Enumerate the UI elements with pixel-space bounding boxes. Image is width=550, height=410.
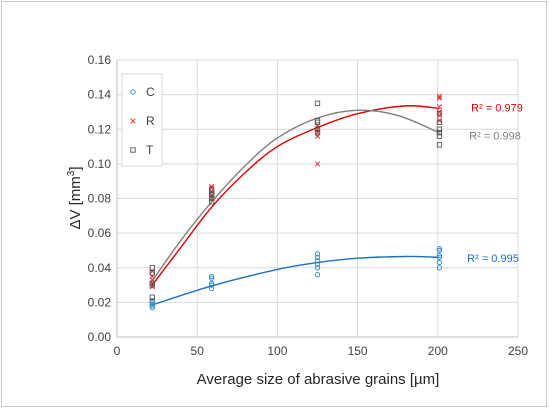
data-point-r bbox=[436, 109, 443, 115]
y-tick-label: 0.14 bbox=[88, 88, 112, 102]
data-point-t bbox=[208, 190, 215, 196]
data-point-t bbox=[436, 142, 443, 148]
data-point-t bbox=[436, 111, 443, 117]
legend-label-t: T bbox=[146, 143, 154, 157]
r2-label-t: R² = 0.998 bbox=[469, 131, 521, 143]
y-axis-title-main: ΔV [mm bbox=[67, 176, 84, 229]
trend-line-r bbox=[151, 105, 440, 286]
legend-marker-c bbox=[130, 89, 136, 95]
data-point-t bbox=[436, 126, 443, 132]
data-point-t bbox=[208, 195, 215, 202]
x-stroke bbox=[436, 93, 443, 100]
data-point-c bbox=[314, 272, 321, 278]
data-point-c bbox=[208, 273, 215, 280]
data-point-c bbox=[149, 297, 155, 304]
y-tick-label: 0.06 bbox=[88, 226, 112, 240]
data-point-c bbox=[314, 251, 321, 257]
data-point-c bbox=[149, 299, 155, 306]
data-point-c bbox=[314, 258, 321, 264]
data-point-t bbox=[149, 265, 155, 271]
data-point-c bbox=[436, 259, 443, 266]
x-stroke bbox=[130, 118, 136, 124]
axes: 0.00 0.02 0.04 0.06 0.08 0.10 0.12 0.14 0.16 0 50 1… bbox=[88, 53, 529, 358]
data-point-c bbox=[314, 254, 321, 261]
data-point-t bbox=[436, 130, 443, 136]
data-point-c bbox=[149, 301, 155, 307]
x-tick-label: 100 bbox=[267, 344, 287, 358]
data-point-c bbox=[208, 275, 215, 281]
x-tick-label: 250 bbox=[508, 344, 528, 358]
x-tick-label: 50 bbox=[191, 344, 205, 358]
trend-line-t bbox=[151, 109, 440, 282]
data-points bbox=[149, 93, 443, 311]
r2-label-c: R² = 0.995 bbox=[467, 253, 519, 265]
data-point-c bbox=[436, 252, 443, 259]
data-point-r bbox=[436, 93, 443, 100]
data-point-t bbox=[208, 199, 215, 205]
data-point-t bbox=[436, 133, 443, 139]
r2-label-r: R² = 0.979 bbox=[471, 103, 523, 115]
x-tick-label: 200 bbox=[428, 344, 448, 358]
legend-marker-t bbox=[130, 147, 136, 153]
data-point-c bbox=[149, 304, 155, 311]
data-point-c bbox=[436, 247, 443, 254]
data-point-c bbox=[314, 265, 321, 271]
data-point-r bbox=[436, 104, 443, 110]
x-tick-label: 0 bbox=[114, 344, 121, 358]
data-point-c bbox=[208, 280, 215, 286]
data-point-c bbox=[314, 261, 321, 267]
data-point-r bbox=[436, 95, 443, 101]
y-axis-title: ΔV [mm3] bbox=[66, 166, 84, 229]
data-point-r bbox=[436, 117, 443, 124]
x-tick-label: 150 bbox=[348, 344, 368, 358]
y-tick-label: 0.12 bbox=[88, 122, 112, 136]
trend-line-c bbox=[152, 255, 440, 306]
data-point-t bbox=[436, 119, 443, 125]
data-point-c bbox=[436, 265, 443, 271]
x-stroke bbox=[436, 104, 443, 110]
legend-marker-r bbox=[130, 118, 136, 124]
data-point-t bbox=[314, 126, 321, 132]
data-point-t bbox=[314, 117, 321, 124]
data-point-c bbox=[436, 246, 443, 252]
x-axis-title: Average size of abrasive grains [µm] bbox=[197, 371, 440, 388]
x-stroke bbox=[208, 185, 215, 191]
y-tick-label: 0.08 bbox=[88, 192, 112, 206]
data-point-c bbox=[208, 285, 215, 292]
x-stroke bbox=[436, 109, 443, 115]
y-axis-title-superscript: 3 bbox=[66, 170, 77, 176]
y-tick-label: 0.00 bbox=[88, 330, 112, 344]
data-point-c bbox=[208, 282, 215, 288]
x-stroke bbox=[436, 95, 443, 101]
x-stroke bbox=[436, 117, 443, 124]
y-axis-title-close: ] bbox=[67, 166, 84, 170]
r2-labels: R² = 0.995 R² = 0.979 R² = 0.998 bbox=[467, 103, 523, 266]
data-point-r bbox=[208, 185, 215, 191]
y-tick-label: 0.04 bbox=[88, 261, 112, 275]
trend-lines bbox=[151, 105, 440, 306]
data-point-r bbox=[314, 161, 321, 167]
y-tick-label: 0.16 bbox=[88, 53, 112, 67]
y-tick-label: 0.02 bbox=[88, 295, 112, 309]
data-point-t bbox=[149, 280, 155, 286]
x-stroke bbox=[314, 161, 321, 167]
data-point-t bbox=[314, 100, 321, 106]
data-point-t bbox=[208, 187, 215, 193]
y-tick-label: 0.10 bbox=[88, 157, 112, 171]
data-point-c bbox=[436, 254, 443, 261]
data-point-t bbox=[314, 130, 321, 136]
legend-label-c: C bbox=[146, 85, 155, 99]
data-point-t bbox=[149, 270, 155, 276]
data-point-t bbox=[149, 294, 155, 300]
legend-box bbox=[121, 73, 163, 167]
gridlines bbox=[117, 59, 519, 337]
legend: C R T bbox=[121, 73, 163, 167]
legend-label-r: R bbox=[146, 114, 155, 128]
data-point-c bbox=[149, 303, 155, 309]
